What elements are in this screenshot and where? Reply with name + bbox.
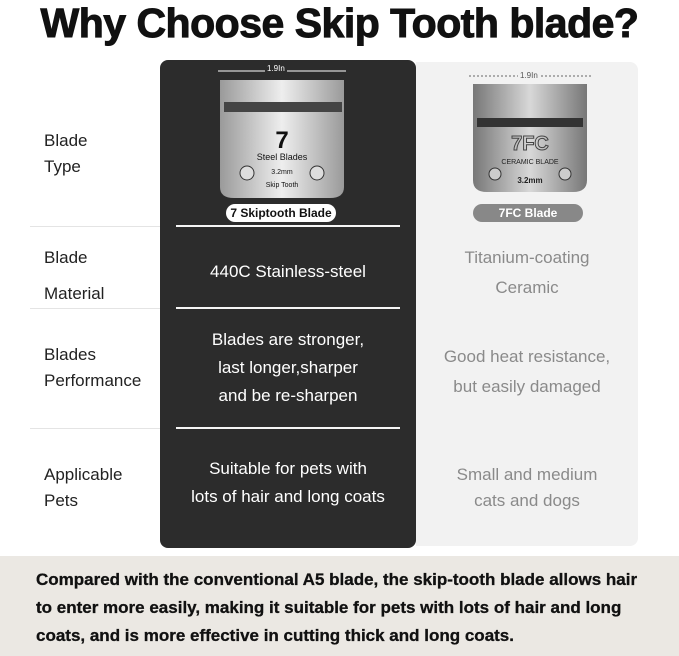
fc-name-badge: 7FC Blade (473, 204, 583, 222)
skip-tooth-performance: Blades are stronger, last longer,sharper a… (211, 330, 365, 405)
label-applicable-pets: Applicable Pets (44, 465, 123, 510)
divider (176, 307, 400, 309)
label-blade-type: Blade Type (44, 131, 88, 176)
fc-performance: Good heat resistance, but easily damaged (443, 347, 611, 396)
footer-band (0, 556, 679, 656)
svg-text:3.2mm: 3.2mm (271, 169, 293, 176)
width-label: 1.9In (518, 71, 540, 80)
fc-material: Titanium-coating Ceramic (464, 248, 590, 297)
skip-tooth-material: 440C Stainless-steel (210, 262, 366, 281)
svg-text:3.2mm: 3.2mm (517, 176, 542, 185)
skip-tooth-blade-image: 7 Steel Blades 3.2mm Skip Tooth (218, 70, 346, 198)
width-label: 1.9In (265, 64, 287, 73)
label-blades-performance: Blades Performance (44, 345, 142, 390)
blade-number: 7 (275, 127, 288, 154)
label-blade-material: Blade Material (44, 248, 105, 303)
svg-text:7FC: 7FC (511, 133, 549, 155)
divider (176, 427, 400, 429)
fc-pets: Small and medium cats and dogs (456, 465, 598, 510)
divider (176, 225, 400, 227)
svg-text:Skip Tooth: Skip Tooth (266, 182, 299, 189)
footer-text: Compared with the conventional A5 blade,… (36, 570, 638, 645)
svg-text:Steel Blades: Steel Blades (257, 152, 308, 162)
skip-tooth-name-badge: 7 Skiptooth Blade (226, 204, 336, 222)
page-title: Why Choose Skip Tooth blade? (40, 0, 639, 47)
svg-text:CERAMIC BLADE: CERAMIC BLADE (501, 159, 559, 166)
skip-tooth-pets: Suitable for pets with lots of hair and l… (191, 459, 385, 506)
fc-blade-image: 7FC CERAMIC BLADE 3.2mm (469, 75, 591, 192)
